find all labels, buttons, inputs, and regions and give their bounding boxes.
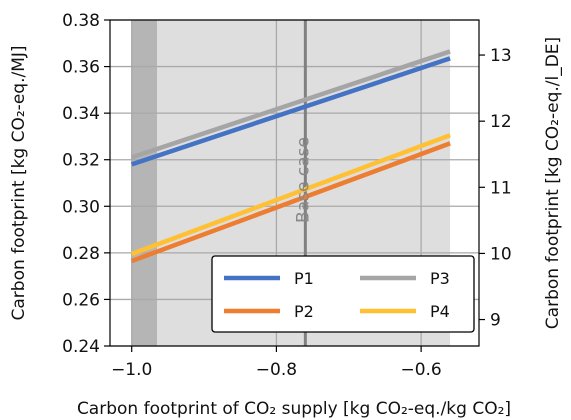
y-axis-ticks: 0.24 0.26 0.28 0.30 0.32 0.34 0.36 0.38 [62, 11, 110, 357]
shaded-region-1 [131, 20, 158, 346]
y-tick-label: 0.24 [62, 337, 100, 357]
legend-label-P1: P1 [294, 269, 314, 288]
series-line-P3 [130, 49, 451, 160]
x-tick-label: −0.8 [256, 360, 297, 380]
series-lines [130, 49, 451, 264]
y2-axis-label: Carbon footprint [kg CO₂-eq./l_DE] [543, 37, 563, 329]
legend-label-P3: P3 [430, 269, 450, 288]
x-tick-label: −1.0 [111, 360, 152, 380]
series-line-P1 [130, 56, 451, 167]
y2-tick-label: 10 [490, 244, 512, 264]
legend: P1 P2 P3 P4 [211, 255, 475, 333]
x-axis-ticks: −1.0 −0.8 −0.6 [111, 346, 442, 380]
y-tick-label: 0.34 [62, 104, 100, 124]
y-axis-label: Carbon footprint [kg CO₂-eq./MJ] [9, 45, 29, 320]
y-tick-label: 0.26 [62, 290, 100, 310]
y-tick-label: 0.36 [62, 58, 100, 78]
y-tick-label: 0.28 [62, 244, 100, 264]
y2-tick-label: 12 [490, 112, 512, 132]
x-tick-label: −0.6 [400, 360, 441, 380]
y2-tick-label: 11 [490, 178, 512, 198]
x-axis-label: Carbon footprint of CO₂ supply [kg CO₂-e… [77, 399, 511, 419]
y-tick-label: 0.38 [62, 11, 100, 31]
plot-frame [109, 19, 480, 347]
y-tick-label: 0.30 [62, 197, 100, 217]
legend-label-P2: P2 [294, 302, 314, 321]
y2-tick-label: 9 [490, 311, 501, 331]
y2-tick-label: 13 [490, 46, 512, 66]
series-line-P2 [130, 141, 451, 264]
y-tick-label: 0.32 [62, 151, 100, 171]
series-line-P4 [130, 133, 451, 257]
y2-axis-ticks: 9 10 11 12 13 [479, 46, 512, 331]
legend-label-P4: P4 [430, 302, 450, 321]
base-case-label: Base case [293, 137, 313, 223]
